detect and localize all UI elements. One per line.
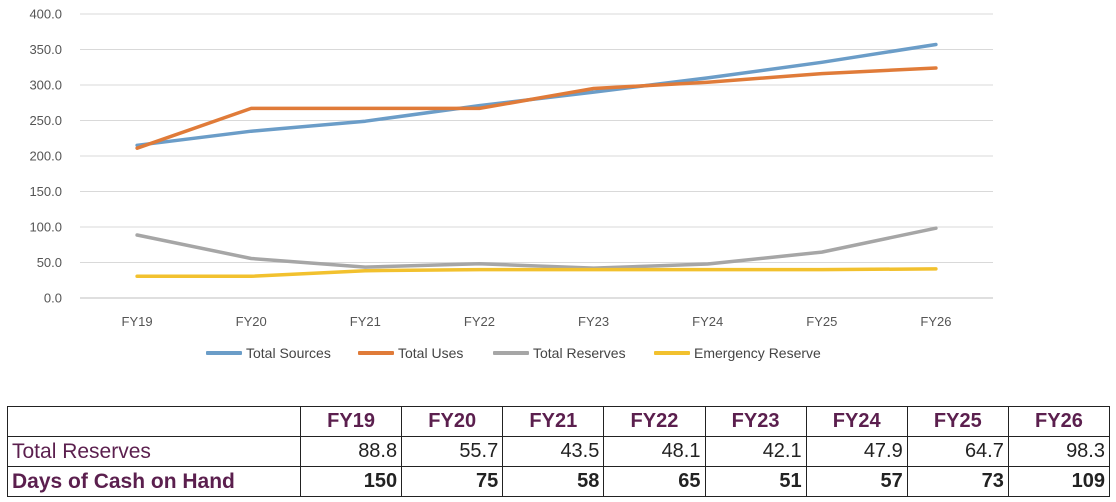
row-label: Total Reserves xyxy=(7,436,301,467)
table-header-cell: FY26 xyxy=(1007,406,1111,437)
table-cell: 57 xyxy=(805,466,908,497)
legend-label: Emergency Reserve xyxy=(694,345,821,361)
y-tick-label: 150.0 xyxy=(29,184,62,199)
x-tick-label: FY19 xyxy=(122,314,153,329)
y-tick-label: 250.0 xyxy=(29,113,62,128)
table-cell: 43.5 xyxy=(502,436,605,467)
table-header-row: FY19 FY20 FY21 FY22 FY23 FY24 FY25 FY26 xyxy=(7,406,1111,437)
legend-swatch xyxy=(206,351,242,355)
table-header-cell: FY25 xyxy=(906,406,1009,437)
legend-swatch xyxy=(493,351,529,355)
series-line-total-reserves xyxy=(135,226,938,270)
series-lines xyxy=(135,42,938,279)
table-cell: 58 xyxy=(502,466,605,497)
table-cell: 109 xyxy=(1007,466,1111,497)
y-tick-label: 100.0 xyxy=(29,220,62,235)
y-axis-ticks: 0.0 50.0 100.0 150.0 200.0 250.0 300.0 350.0 400… xyxy=(29,7,62,306)
table-header-cell xyxy=(7,406,301,437)
legend-item-total-sources: Total Sources xyxy=(206,345,331,361)
gridlines xyxy=(80,13,993,299)
table-cell: 51 xyxy=(704,466,807,497)
table-header-cell: FY24 xyxy=(805,406,908,437)
table-cell: 98.3 xyxy=(1007,436,1111,467)
table-header-cell: FY23 xyxy=(704,406,807,437)
table-cell: 47.9 xyxy=(805,436,908,467)
table-header-cell: FY20 xyxy=(401,406,504,437)
series-line-total-sources xyxy=(135,42,938,148)
table-header-cell: FY19 xyxy=(299,406,403,437)
table-cell: 55.7 xyxy=(401,436,504,467)
legend-label: Total Uses xyxy=(398,345,464,361)
legend-swatch xyxy=(654,351,690,355)
legend-item-total-uses: Total Uses xyxy=(358,345,463,361)
x-tick-label: FY20 xyxy=(236,314,267,329)
table-cell: 150 xyxy=(299,466,403,497)
table-header-cell: FY22 xyxy=(603,406,706,437)
y-tick-label: 0.0 xyxy=(44,291,62,306)
y-tick-label: 350.0 xyxy=(29,42,62,57)
table-cell: 88.8 xyxy=(299,436,403,467)
x-axis-ticks: FY19 FY20 FY21 FY22 FY23 FY24 FY25 FY26 xyxy=(122,314,952,329)
table-cell: 48.1 xyxy=(603,436,706,467)
x-tick-label: FY22 xyxy=(464,314,495,329)
legend-label: Total Reserves xyxy=(533,345,626,361)
series-line-emergency-reserve xyxy=(135,267,938,279)
legend-item-total-reserves: Total Reserves xyxy=(493,345,626,361)
table-row: Days of Cash on Hand 150 75 58 65 51 57 … xyxy=(7,466,1111,497)
table-cell: 65 xyxy=(603,466,706,497)
table-cell: 75 xyxy=(401,466,504,497)
x-tick-label: FY24 xyxy=(692,314,723,329)
x-tick-label: FY25 xyxy=(806,314,837,329)
legend: Total Sources Total Uses Total Reserves … xyxy=(0,345,1116,365)
x-tick-label: FY21 xyxy=(350,314,381,329)
y-tick-label: 400.0 xyxy=(29,7,62,22)
y-tick-label: 200.0 xyxy=(29,149,62,164)
y-tick-label: 300.0 xyxy=(29,78,62,93)
series-line-total-uses xyxy=(135,66,938,150)
table-cell: 73 xyxy=(906,466,1009,497)
table-cell: 42.1 xyxy=(704,436,807,467)
table-header-cell: FY21 xyxy=(502,406,605,437)
legend-label: Total Sources xyxy=(246,345,331,361)
legend-swatch xyxy=(358,351,394,355)
legend-item-emergency-reserve: Emergency Reserve xyxy=(654,345,821,361)
table-row: Total Reserves 88.8 55.7 43.5 48.1 42.1 … xyxy=(7,436,1111,467)
y-tick-label: 50.0 xyxy=(37,255,62,270)
x-tick-label: FY26 xyxy=(920,314,951,329)
row-label: Days of Cash on Hand xyxy=(7,466,301,497)
line-chart: 0.0 50.0 100.0 150.0 200.0 250.0 300.0 350.0 400… xyxy=(29,7,993,329)
summary-table: FY19 FY20 FY21 FY22 FY23 FY24 FY25 FY26 … xyxy=(7,406,1111,497)
table-cell: 64.7 xyxy=(906,436,1009,467)
x-tick-label: FY23 xyxy=(578,314,609,329)
